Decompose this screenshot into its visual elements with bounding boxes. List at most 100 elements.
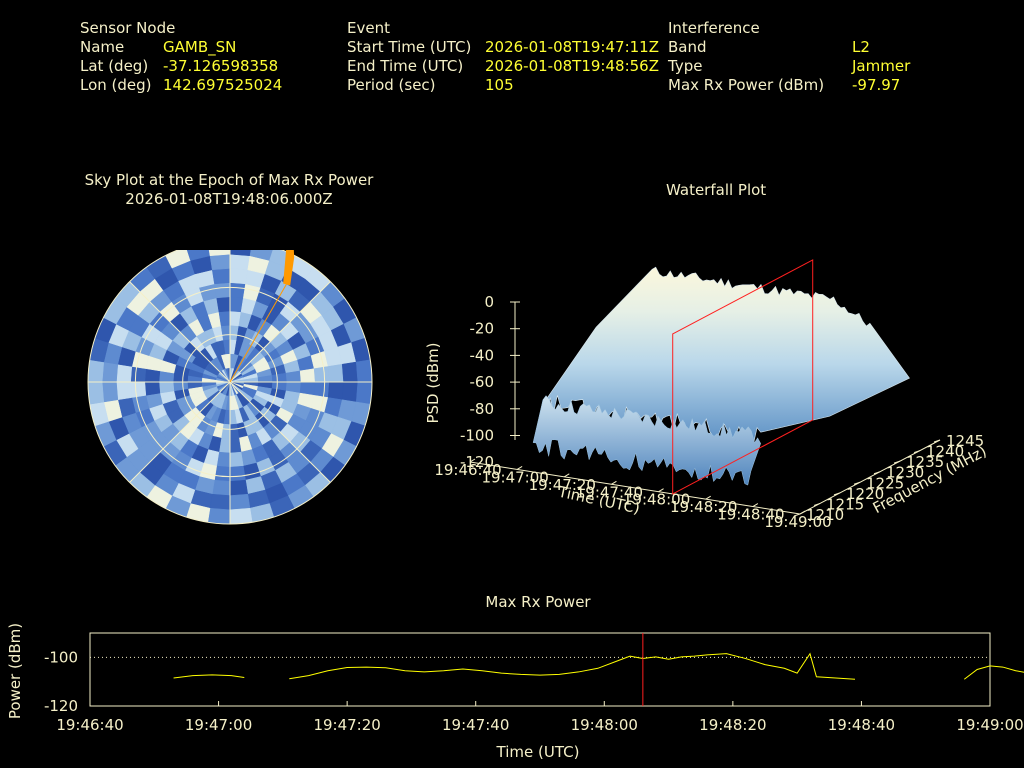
skyplot-cell — [229, 437, 242, 454]
freq-tick — [833, 492, 841, 496]
skyplot-cell — [209, 493, 231, 511]
skyplot-cell — [211, 479, 231, 496]
freq-tick-label: 1220 — [846, 485, 884, 503]
z-tick-label: -100 — [460, 427, 494, 445]
time-tick-label: 19:47:20 — [529, 476, 596, 494]
skyplot-cell — [229, 479, 249, 496]
freq-tick-label: 1225 — [866, 474, 904, 492]
skyplot-cell — [207, 250, 231, 257]
skyplot-cell — [88, 381, 105, 405]
skyplot-cell — [327, 363, 344, 383]
skyplot-cell — [185, 250, 211, 261]
freq-axis — [799, 439, 941, 515]
x-tick-label: 19:46:40 — [56, 716, 123, 734]
jammer-marker — [229, 250, 295, 383]
skyplot-cell — [313, 381, 330, 398]
time-tick-label: 19:48:00 — [623, 491, 690, 509]
freq-tick — [873, 471, 881, 475]
skyplot-cell — [355, 381, 372, 405]
freq-tick-label: 1230 — [886, 464, 924, 482]
freq-tick — [793, 513, 801, 517]
x-tick-label: 19:47:00 — [185, 716, 252, 734]
skyplot-cell — [229, 282, 246, 299]
z-tick-label: -20 — [470, 320, 495, 338]
freq-tick-label: 1240 — [926, 443, 964, 461]
waterfall-title: Waterfall Plot — [666, 181, 767, 199]
time-tick — [658, 488, 664, 493]
time-tick-label: 19:48:20 — [670, 498, 737, 516]
skyplot — [87, 250, 373, 525]
sensor-node-title: Sensor Node — [80, 19, 176, 37]
band-label: Band — [668, 38, 707, 56]
skyplot-cell — [216, 296, 231, 313]
type-label: Type — [668, 57, 703, 75]
type-value: Jammer — [852, 57, 911, 75]
start-time-label: Start Time (UTC) — [347, 38, 472, 56]
x-tick-label: 19:47:40 — [442, 716, 509, 734]
freq-tick-label: 1235 — [906, 453, 944, 471]
z-tick-label: -40 — [470, 346, 495, 364]
lon-value: 142.697525024 — [163, 76, 283, 94]
y-tick-label: -120 — [44, 697, 78, 715]
x-tick-label: 19:47:20 — [313, 716, 380, 734]
freq-tick-label: 1210 — [806, 506, 844, 524]
lat-label: Lat (deg) — [80, 57, 149, 75]
freq-tick — [933, 439, 941, 443]
time-tick — [752, 503, 759, 508]
x-tick-label: 19:48:40 — [828, 716, 895, 734]
skyplot-cell — [229, 451, 244, 468]
freq-tick — [813, 502, 821, 506]
skyplot-cell — [229, 465, 246, 482]
skyplot-cell — [116, 381, 133, 401]
skyplot-cell — [207, 507, 231, 524]
power-chart-series — [173, 652, 1024, 680]
time-axis — [469, 461, 801, 515]
waterfall-axes — [469, 301, 941, 517]
skyplot-cell — [285, 370, 302, 383]
skyplot-cell — [158, 381, 175, 394]
freq-tick-label: 1245 — [946, 432, 984, 450]
time-tick — [799, 510, 806, 515]
name-value: GAMB_SN — [163, 38, 237, 56]
plot-frame — [89, 632, 991, 707]
jammer-bearing-line — [229, 279, 290, 383]
skyplot-cell — [144, 381, 161, 396]
waterfall-surface — [532, 266, 910, 486]
time-tick-label: 19:46:40 — [434, 461, 501, 479]
end-time-value: 2026-01-08T19:48:56Z — [485, 57, 659, 75]
y-tick-label: -100 — [44, 648, 78, 666]
power-chart-frame — [89, 632, 991, 707]
time-plane — [672, 259, 814, 495]
time-tick — [564, 473, 570, 478]
skyplot-cell — [130, 366, 147, 383]
time-tick — [516, 465, 523, 470]
time-tick — [705, 495, 711, 500]
band-value: L2 — [852, 38, 870, 56]
skyplot-cell — [341, 361, 359, 383]
x-tick-label: 19:48:00 — [571, 716, 638, 734]
z-axis-title: PSD (dBm) — [424, 342, 442, 423]
skyplot-cell — [229, 250, 253, 257]
freq-tick — [893, 460, 901, 464]
freq-tick — [853, 481, 861, 485]
z-tick-label: -80 — [470, 400, 495, 418]
name-label: Name — [80, 38, 125, 56]
freq-tick — [913, 450, 921, 454]
waterfall-plot: 0-20-40-60-80-100-12019:46:4019:47:0019:… — [424, 259, 990, 531]
skyplot-cell — [313, 366, 330, 383]
skyplot-cell — [211, 268, 231, 285]
skyplot-cell — [165, 250, 191, 269]
skyplot-cell — [229, 268, 249, 285]
skyplot-cell — [355, 359, 372, 383]
end-time-label: End Time (UTC) — [347, 57, 464, 75]
chart-xlabel: Time (UTC) — [496, 743, 580, 761]
time-tick-label: 19:47:00 — [481, 468, 548, 486]
skyplot-epoch: 2026-01-08T19:48:06.000Z — [125, 190, 333, 208]
z-tick-label: -120 — [460, 453, 494, 471]
skyplot-cell — [209, 253, 231, 271]
time-tick-label: 19:47:40 — [576, 483, 643, 501]
skyplot-cell — [299, 368, 316, 383]
interference-title: Interference — [668, 19, 760, 37]
